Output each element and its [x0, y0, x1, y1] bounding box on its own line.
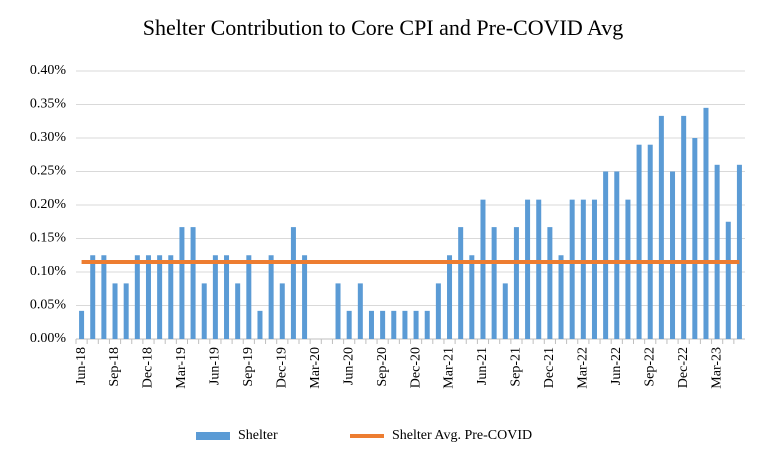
y-tick-label: 0.40%: [30, 63, 67, 78]
bar: [725, 221, 731, 339]
bar: [547, 227, 553, 339]
bar: [558, 255, 564, 339]
y-tick-label: 0.10%: [30, 264, 67, 279]
bar: [502, 283, 508, 339]
bar: [447, 255, 453, 339]
x-tick-label: Dec-22: [676, 347, 691, 388]
x-tick-label: Dec-21: [542, 347, 557, 388]
bar: [257, 310, 263, 339]
bar: [235, 283, 241, 339]
bar: [302, 255, 308, 339]
bar: [201, 283, 207, 339]
chart-title: Shelter Contribution to Core CPI and Pre…: [143, 15, 624, 40]
bar: [569, 199, 575, 339]
bar: [79, 310, 85, 339]
bar: [346, 310, 352, 339]
x-tick-label: Sep-21: [509, 347, 524, 387]
x-tick-label: Sep-22: [642, 347, 657, 387]
bar: [424, 310, 430, 339]
bar: [402, 310, 408, 339]
bar: [123, 283, 129, 339]
x-tick-label: Dec-18: [141, 347, 156, 388]
bar: [491, 227, 497, 339]
y-tick-label: 0.20%: [30, 197, 67, 212]
bar: [647, 144, 653, 339]
x-tick-label: Sep-18: [107, 347, 122, 387]
bar: [380, 310, 386, 339]
bar: [168, 255, 174, 339]
bar: [513, 227, 519, 339]
bar: [536, 199, 542, 339]
x-tick-label: Jun-19: [208, 347, 223, 385]
y-tick-label: 0.25%: [30, 164, 67, 179]
x-tick-label: Mar-21: [442, 347, 457, 389]
bar: [580, 199, 586, 339]
bar: [224, 255, 230, 339]
legend-swatch: [196, 432, 230, 440]
bar: [603, 171, 609, 339]
bar: [681, 115, 687, 339]
bar: [268, 255, 274, 339]
legend-label: Shelter: [238, 428, 278, 443]
bar: [670, 171, 676, 339]
bar: [179, 227, 185, 339]
bar: [190, 227, 196, 339]
bar: [625, 199, 631, 339]
x-tick-label: Mar-22: [576, 347, 591, 389]
bar: [658, 115, 664, 339]
y-tick-label: 0.05%: [30, 298, 67, 313]
y-tick-label: 0.15%: [30, 231, 67, 246]
x-tick-label: Jun-20: [341, 347, 356, 385]
bar: [480, 199, 486, 339]
x-tick-label: Dec-19: [274, 347, 289, 388]
x-tick-label: Mar-20: [308, 347, 323, 389]
x-tick-label: Mar-19: [174, 347, 189, 389]
x-tick-label: Sep-19: [241, 347, 256, 387]
x-tick-label: Sep-20: [375, 347, 390, 387]
bar: [157, 255, 163, 339]
bar: [703, 107, 709, 339]
bar: [212, 255, 218, 339]
x-tick-label: Dec-20: [408, 347, 423, 388]
x-tick-label: Jun-18: [74, 347, 89, 385]
bar: [435, 283, 441, 339]
x-tick-label: Jun-22: [609, 347, 624, 385]
bar: [692, 138, 698, 339]
bar: [614, 171, 620, 339]
bar: [391, 310, 397, 339]
y-tick-label: 0.35%: [30, 97, 67, 112]
bar: [90, 255, 96, 339]
bar: [335, 283, 341, 339]
legend-label: Shelter Avg. Pre-COVID: [392, 428, 532, 443]
bar: [413, 310, 419, 339]
bar: [714, 164, 720, 339]
bar: [636, 144, 642, 339]
bar: [469, 255, 475, 339]
bar: [357, 283, 363, 339]
bar: [290, 227, 296, 339]
bar: [112, 283, 118, 339]
bar: [458, 227, 464, 339]
bar: [101, 255, 107, 339]
bar: [368, 310, 374, 339]
x-tick-label: Mar-23: [709, 347, 724, 389]
y-tick-label: 0.30%: [30, 130, 67, 145]
x-tick-label: Jun-21: [475, 347, 490, 385]
bar: [736, 164, 742, 339]
bar: [134, 255, 140, 339]
bar: [279, 283, 285, 339]
bar: [145, 255, 151, 339]
bar: [525, 199, 531, 339]
bar: [591, 199, 597, 339]
y-tick-label: 0.00%: [30, 331, 67, 346]
bar: [246, 255, 252, 339]
